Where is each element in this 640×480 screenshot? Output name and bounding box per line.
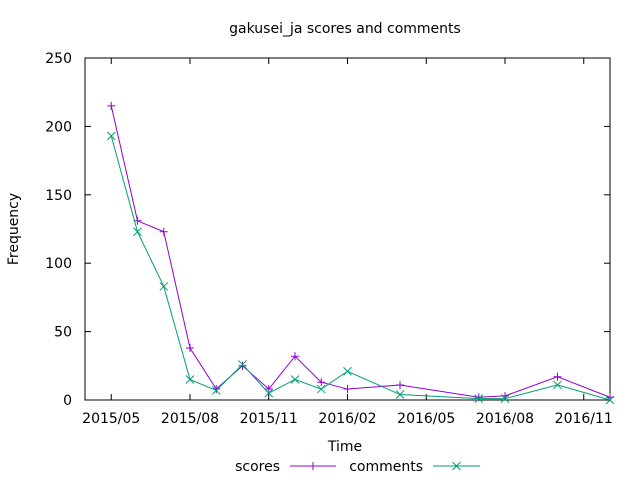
chart-title: gakusei_ja scores and comments	[229, 21, 461, 37]
y-tick-label: 250	[45, 51, 72, 67]
series-comments	[106, 131, 615, 405]
data-point-comments	[264, 388, 274, 398]
data-point-scores	[238, 361, 247, 370]
data-point-comments	[500, 394, 510, 403]
x-tick-label: 2016/11	[555, 411, 613, 427]
data-point-comments	[290, 375, 300, 384]
data-point-scores	[264, 385, 273, 394]
data-point-comments	[238, 360, 247, 369]
data-point-comments	[106, 131, 116, 141]
x-tick-label: 2015/05	[82, 411, 140, 427]
x-tick-label: 2016/02	[318, 411, 376, 427]
data-point-scores	[107, 101, 116, 110]
legend-marker-comments	[452, 461, 461, 471]
data-point-scores	[159, 227, 168, 236]
data-point-comments	[185, 375, 195, 384]
x-tick-label: 2016/05	[397, 411, 455, 427]
y-tick-label: 100	[45, 256, 72, 272]
x-tick-label: 2015/11	[240, 411, 298, 427]
data-point-scores	[474, 393, 483, 402]
data-point-scores	[553, 372, 562, 381]
series-line-scores	[110, 105, 611, 398]
y-axis: 0 50 100 150 200 250	[45, 51, 610, 409]
legend-marker-scores	[309, 462, 317, 470]
series-line-comments	[110, 135, 611, 401]
x-axis-label: Time	[327, 439, 362, 455]
x-tick-label: 2015/08	[161, 411, 219, 427]
data-point-comments	[133, 227, 142, 237]
y-axis-label: Frequency	[6, 193, 22, 265]
series-layer	[106, 101, 615, 405]
y-tick-label: 200	[45, 119, 72, 135]
legend-label-comments: comments	[349, 459, 423, 475]
data-point-comments	[395, 390, 405, 399]
data-point-comments	[474, 394, 484, 403]
x-tick-label: 2016/08	[476, 411, 534, 427]
data-point-scores	[291, 352, 299, 361]
data-point-comments	[605, 395, 615, 405]
data-point-scores	[317, 378, 326, 387]
y-tick-label: 50	[54, 325, 72, 341]
data-point-comments	[211, 386, 221, 395]
data-point-scores	[343, 385, 352, 394]
legend-label-scores: scores	[235, 459, 280, 475]
y-tick-label: 150	[45, 188, 72, 204]
y-tick-label: 0	[63, 393, 72, 409]
data-point-comments	[343, 366, 352, 376]
legend: scores comments	[235, 459, 480, 475]
data-point-scores	[186, 344, 194, 353]
data-point-scores	[396, 380, 404, 389]
data-point-comments	[316, 384, 326, 394]
x-axis: 2015/05 2015/08 2015/11 2016/02 2016/05 2016/…	[82, 58, 613, 427]
data-point-comments	[553, 380, 562, 390]
data-point-comments	[159, 282, 169, 291]
